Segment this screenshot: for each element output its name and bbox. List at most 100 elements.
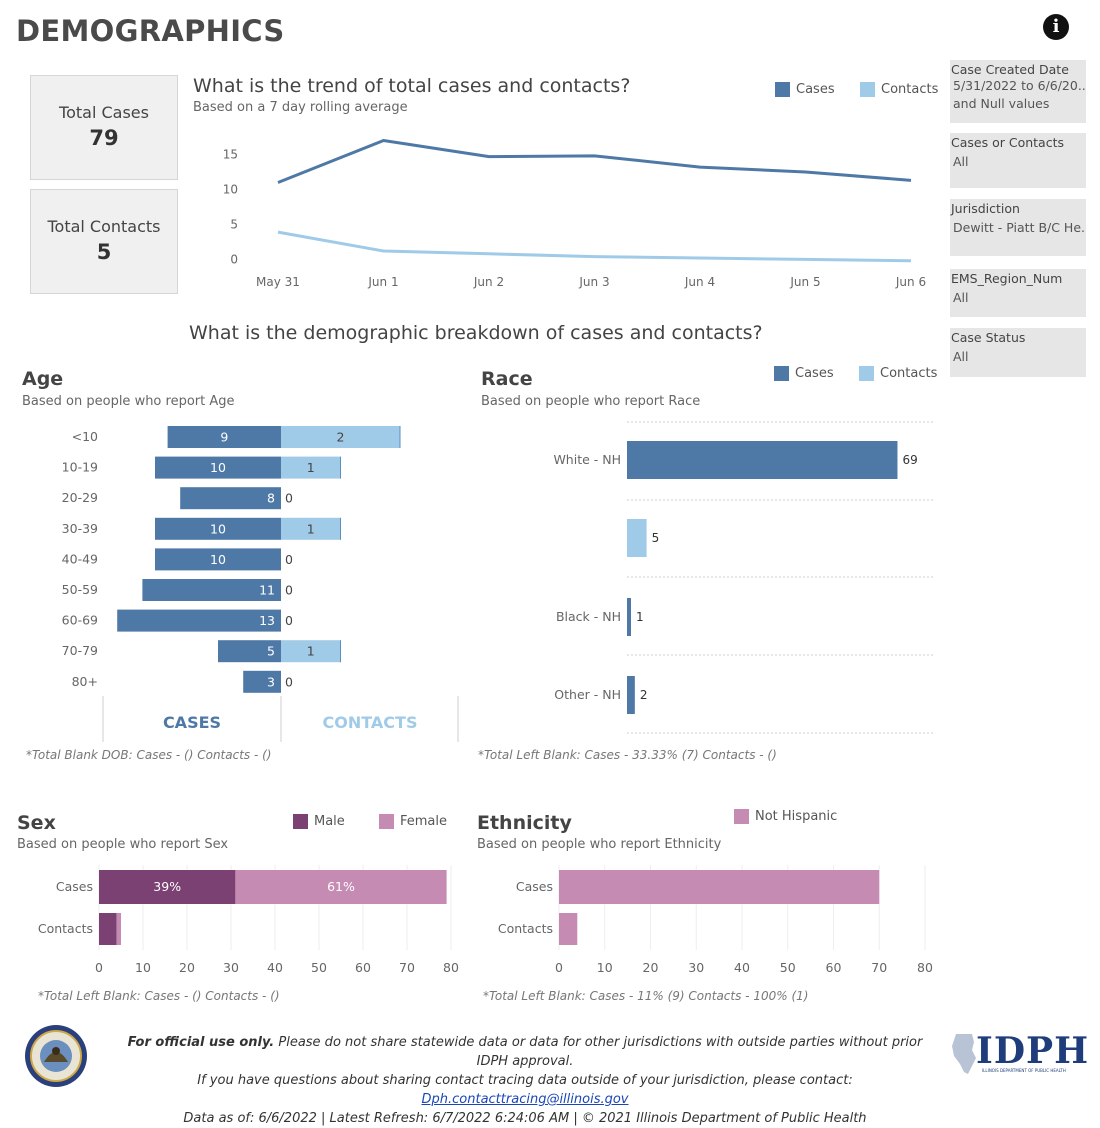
race-legend-contacts: Contacts — [859, 366, 937, 381]
legend-cases-label: Cases — [796, 82, 835, 97]
trend-subtitle: Based on a 7 day rolling average — [193, 100, 408, 115]
sex-x-tick-label: 40 — [267, 960, 283, 975]
x-tick-label: Jun 3 — [578, 275, 609, 289]
ethnicity-x-tick-label: 10 — [597, 960, 613, 975]
ethnicity-bar-not-hispanic — [559, 913, 578, 945]
filter-case-status[interactable]: Case Status All — [950, 328, 1086, 377]
total-cases-value: 79 — [89, 126, 119, 150]
cases-swatch — [774, 366, 789, 381]
y-tick-label: 5 — [230, 217, 238, 231]
filter-value: and Null values — [953, 96, 1050, 111]
filter-cases-or-contacts[interactable]: Cases or Contacts All — [950, 133, 1086, 188]
filter-value: 5/31/2022 to 6/6/20.. — [953, 78, 1086, 93]
sex-category-label: Contacts — [38, 921, 93, 936]
age-cases-label: 10 — [210, 521, 226, 536]
ethnicity-x-tick-label: 20 — [643, 960, 659, 975]
age-category-label: 70-79 — [62, 643, 98, 658]
age-cases-label: 8 — [267, 491, 275, 506]
age-footnote: *Total Blank DOB: Cases - () Contacts - … — [26, 748, 272, 762]
total-contacts-value: 5 — [96, 240, 112, 264]
filter-value: All — [953, 290, 969, 305]
filter-value: All — [953, 349, 969, 364]
age-cases-label: 5 — [267, 644, 275, 659]
ethnicity-x-tick-label: 50 — [780, 960, 796, 975]
y-tick-label: 10 — [223, 182, 238, 196]
race-value-label: 2 — [640, 688, 648, 702]
race-contacts-bar — [627, 519, 647, 557]
race-cases-bar — [627, 441, 898, 479]
legend-contacts-label: Contacts — [880, 366, 938, 381]
y-tick-label: 15 — [223, 147, 238, 161]
ethnicity-category-label: Cases — [516, 879, 553, 894]
footer-line3: Data as of: 6/6/2022 | Latest Refresh: 6… — [183, 1111, 867, 1126]
legend-not-hispanic-label: Not Hispanic — [755, 809, 838, 824]
age-cases-bar — [155, 517, 281, 540]
illinois-map-icon — [952, 1034, 976, 1074]
ethnicity-x-tick-label: 70 — [871, 960, 887, 975]
ethnicity-category-label: Contacts — [498, 921, 553, 936]
total-contacts-card: Total Contacts 5 — [30, 189, 178, 294]
age-cases-label: 13 — [259, 613, 275, 628]
legend-contacts-label: Contacts — [881, 82, 939, 97]
age-subtitle: Based on people who report Age — [22, 394, 235, 409]
breakdown-title: What is the demographic breakdown of cas… — [189, 322, 763, 344]
footer-disclaimer: For official use only. Please do not sha… — [110, 1033, 940, 1128]
age-contacts-label: 0 — [285, 491, 293, 506]
race-subtitle: Based on people who report Race — [481, 394, 701, 409]
age-category-label: 60-69 — [62, 613, 98, 628]
filter-ems-region-num[interactable]: EMS_Region_Num All — [950, 269, 1086, 317]
sex-x-tick-label: 30 — [223, 960, 239, 975]
filter-value: All — [953, 154, 969, 169]
ethnicity-x-tick-label: 30 — [688, 960, 704, 975]
total-cases-card: Total Cases 79 — [30, 75, 178, 180]
total-cases-label: Total Cases — [59, 103, 149, 122]
age-cases-bar — [155, 548, 281, 571]
age-contacts-label: 1 — [307, 460, 315, 475]
age-category-label: 20-29 — [62, 490, 98, 505]
race-value-label: 5 — [652, 531, 660, 545]
sex-x-tick-label: 20 — [179, 960, 195, 975]
series-line-cases — [277, 138, 912, 184]
idph-logo-text: IDPH — [976, 1030, 1090, 1072]
info-icon[interactable]: i — [1043, 14, 1069, 40]
age-contacts-label: 0 — [285, 674, 293, 689]
age-cases-bar — [167, 426, 281, 448]
race-value-label: 69 — [902, 453, 917, 467]
sex-x-tick-label: 10 — [135, 960, 151, 975]
age-contacts-label: 1 — [307, 644, 315, 659]
age-contacts-bar — [281, 426, 400, 448]
race-value-label: 1 — [636, 610, 644, 624]
filter-jurisdiction[interactable]: Jurisdiction Dewitt - Piatt B/C He.. — [950, 199, 1086, 256]
sex-bar-male — [99, 913, 117, 945]
sex-bar-female — [116, 913, 121, 945]
age-chart: <10 9 210-19 10 120-29 8 030-39 10 140-49 10 050-5… — [62, 426, 459, 742]
state-seal-icon — [25, 1025, 87, 1087]
age-contacts-label: 0 — [285, 552, 293, 567]
sex-subtitle: Based on people who report Sex — [17, 837, 229, 852]
age-title: Age — [22, 368, 64, 390]
filter-label: Case Created Date — [951, 62, 1069, 77]
sex-x-tick-label: 60 — [355, 960, 371, 975]
age-category-label: 10-19 — [62, 460, 98, 475]
ethnicity-x-tick-label: 80 — [917, 960, 933, 975]
age-contacts-label: 0 — [285, 583, 293, 598]
y-tick-label: 0 — [230, 252, 238, 266]
age-contacts-label: 2 — [337, 430, 345, 445]
trend-legend-contacts: Contacts — [860, 82, 938, 97]
footer-line1: Please do not share statewide data or da… — [274, 1035, 923, 1069]
race-legend-cases: Cases — [774, 366, 834, 381]
filter-label: Case Status — [951, 330, 1026, 345]
x-tick-label: Jun 4 — [684, 275, 715, 289]
filter-case-created-date[interactable]: Case Created Date 5/31/2022 to 6/6/20.. … — [950, 60, 1086, 123]
age-cases-label: 3 — [267, 674, 275, 689]
ethnicity-x-tick-label: 60 — [826, 960, 842, 975]
sex-chart: 0 10 20 30 40 50 60 70 80 Cases 39% 61% Contacts — [38, 865, 459, 975]
filter-label: EMS_Region_Num — [951, 271, 1063, 286]
footer-line2: If you have questions about sharing cont… — [197, 1073, 853, 1088]
age-category-label: 40-49 — [62, 551, 98, 566]
sex-title: Sex — [17, 812, 56, 834]
sex-x-tick-label: 70 — [399, 960, 415, 975]
x-tick-label: Jun 6 — [895, 275, 926, 289]
age-cases-bar — [243, 670, 281, 693]
legend-male-label: Male — [314, 814, 345, 829]
